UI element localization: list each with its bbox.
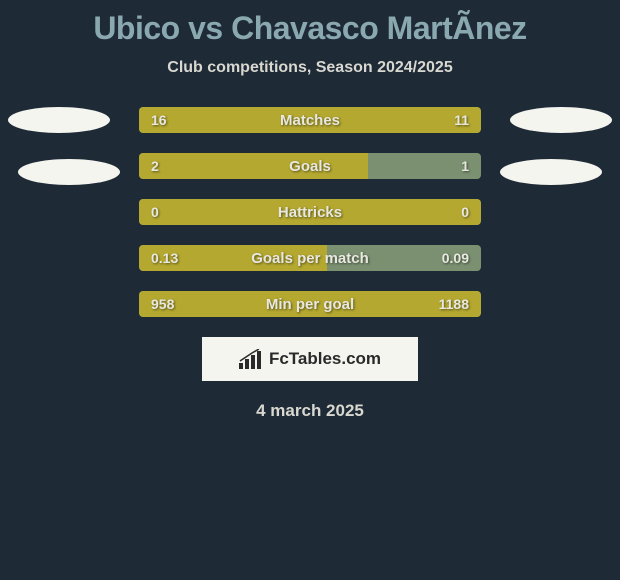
stat-value-right: 11 (454, 112, 469, 128)
page-title: Ubico vs Chavasco MartÃ­nez (0, 10, 620, 47)
logo-box[interactable]: FcTables.com (202, 337, 418, 381)
team-badge-right-2 (500, 159, 602, 185)
team-badge-right-1 (510, 107, 612, 133)
stat-bar-min-per-goal: 958 Min per goal 1188 (139, 291, 481, 317)
stat-label: Matches (280, 112, 340, 129)
stat-label: Goals (289, 158, 331, 175)
stat-value-left: 0 (151, 204, 159, 220)
stat-bar-hattricks: 0 Hattricks 0 (139, 199, 481, 225)
stat-bar-matches: 16 Matches 11 (139, 107, 481, 133)
stat-bar-goals: 2 Goals 1 (139, 153, 481, 179)
stats-area: 16 Matches 11 2 Goals 1 0 Hattricks 0 0.… (0, 107, 620, 421)
stat-value-right: 1 (461, 158, 469, 174)
main-container: Ubico vs Chavasco MartÃ­nez Club competi… (0, 0, 620, 421)
team-badge-left-2 (18, 159, 120, 185)
subtitle: Club competitions, Season 2024/2025 (0, 59, 620, 77)
stat-label: Hattricks (278, 204, 342, 221)
chart-icon (239, 349, 263, 369)
stat-value-right: 0 (461, 204, 469, 220)
stat-value-right: 1188 (439, 296, 469, 312)
stat-bar-goals-per-match: 0.13 Goals per match 0.09 (139, 245, 481, 271)
stat-value-left: 16 (151, 112, 167, 128)
stat-label: Goals per match (251, 250, 369, 267)
stat-value-left: 958 (151, 296, 174, 312)
stat-fill-left (139, 153, 368, 179)
team-badge-left-1 (8, 107, 110, 133)
stat-value-right: 0.09 (442, 250, 469, 266)
stat-value-left: 2 (151, 158, 159, 174)
stat-label: Min per goal (266, 296, 354, 313)
date-text: 4 march 2025 (10, 401, 610, 421)
stat-value-left: 0.13 (151, 250, 178, 266)
logo-text: FcTables.com (269, 349, 381, 369)
